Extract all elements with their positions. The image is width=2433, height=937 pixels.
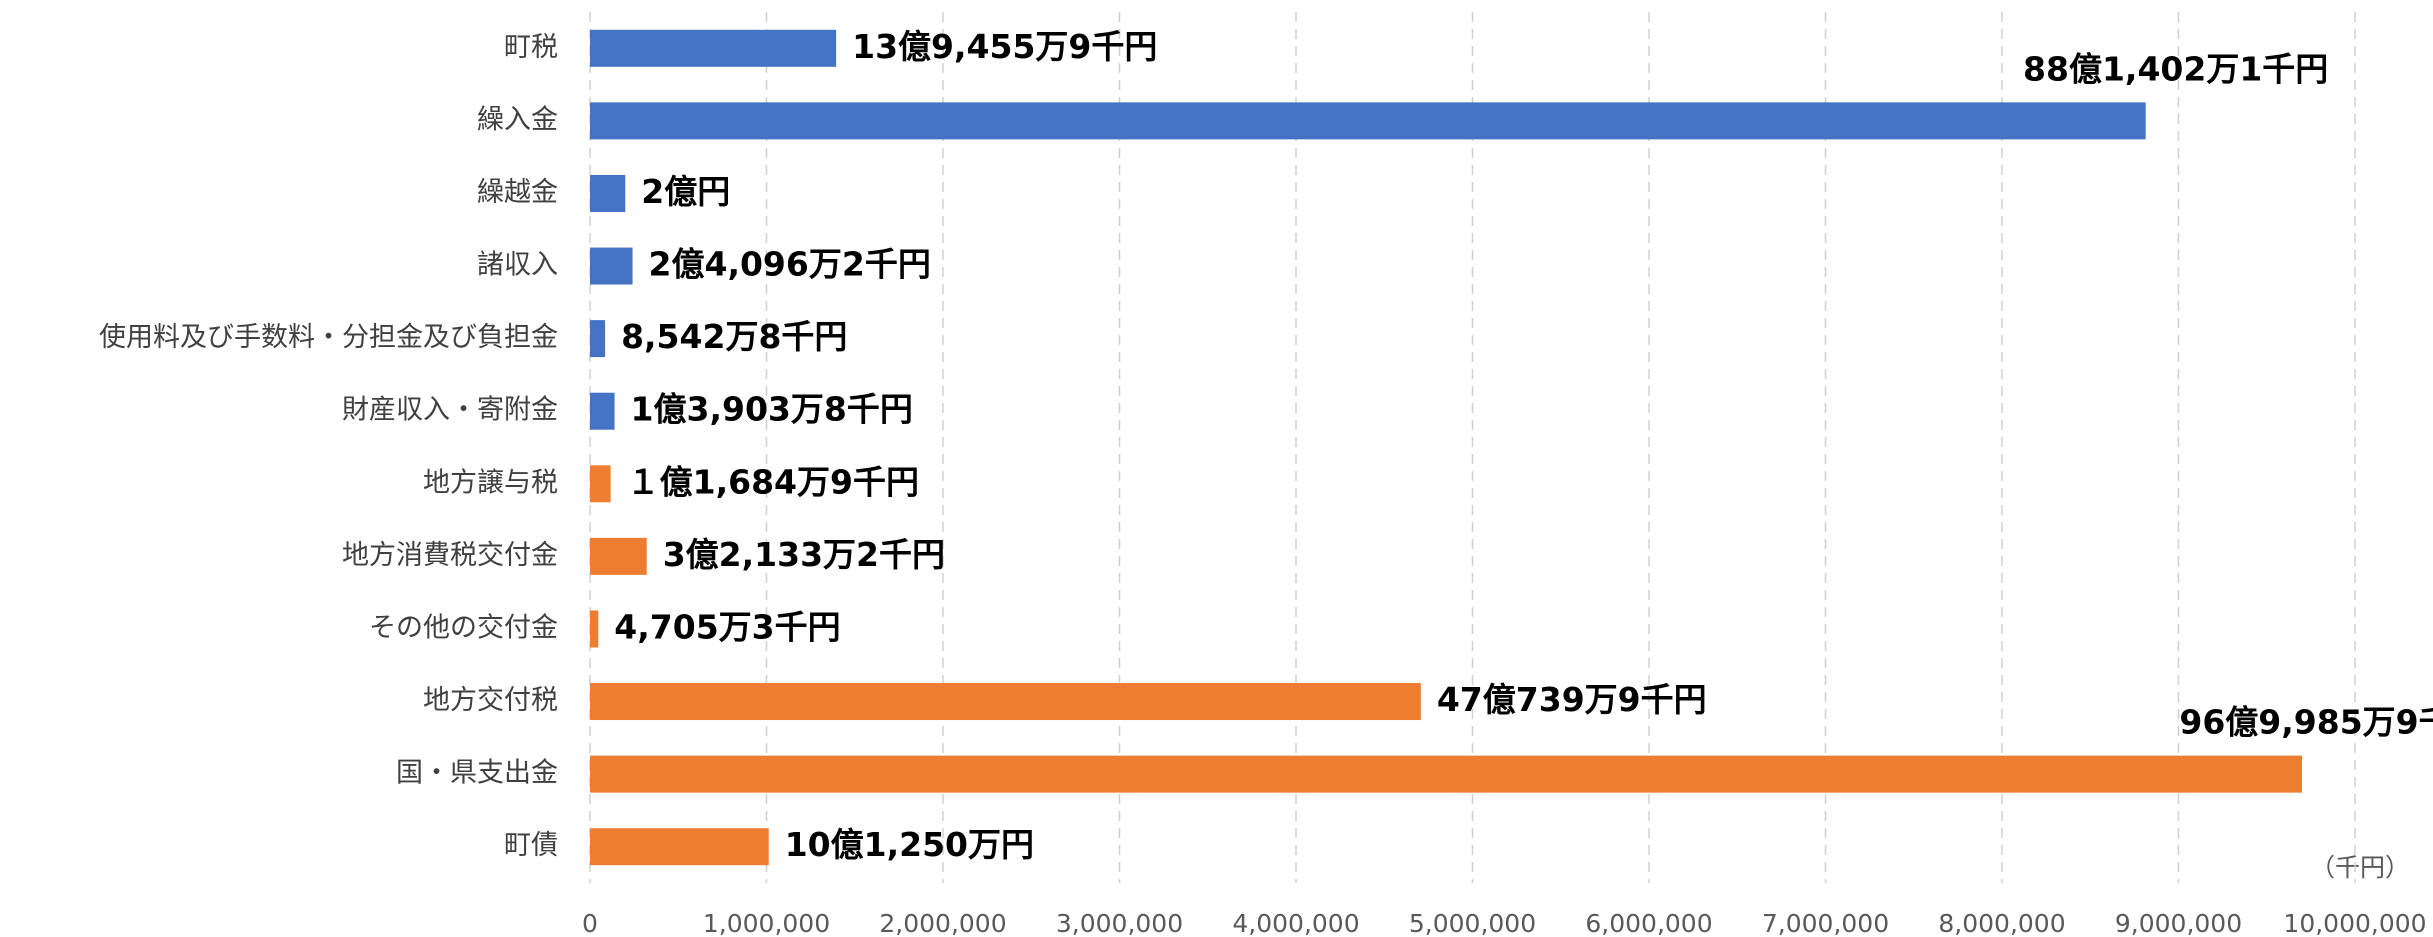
bar — [590, 755, 2303, 793]
data-label: 13億9,455万9千円 — [852, 27, 1157, 66]
data-label: １億1,684万9千円 — [627, 462, 919, 501]
y-tick-label: 繰入金 — [477, 104, 558, 135]
bar — [590, 537, 647, 575]
x-tick-label: 7,000,000 — [1762, 909, 1889, 937]
y-tick-label: 町債 — [504, 830, 558, 861]
x-tick-label: 9,000,000 — [2115, 909, 2242, 937]
bar — [590, 29, 837, 67]
y-tick-label: 地方消費税交付金 — [342, 540, 558, 571]
unit-label: （千円） — [2310, 853, 2410, 882]
data-label: 96億9,985万9千円 — [2179, 703, 2433, 742]
x-tick-label: 5,000,000 — [1409, 909, 1536, 937]
bar — [590, 828, 769, 866]
x-tick-label: 8,000,000 — [1938, 909, 2065, 937]
x-tick-label: 6,000,000 — [1585, 909, 1712, 937]
data-label: 2億円 — [641, 172, 730, 211]
data-label: 1億3,903万8千円 — [631, 390, 913, 429]
data-label: 4,705万3千円 — [614, 607, 840, 646]
y-tick-label: 財産収入・寄附金 — [342, 395, 558, 426]
y-tick-label: 地方交付税 — [423, 685, 558, 716]
data-label: 47億739万9千円 — [1437, 680, 1707, 719]
x-tick-label: 2,000,000 — [879, 909, 1006, 937]
y-tick-label: 使用料及び手数料・分担金及び負担金 — [99, 322, 558, 353]
y-tick-label: 地方譲与税 — [423, 467, 558, 498]
bar — [590, 683, 1421, 721]
x-tick-label: 10,000,000 — [2283, 909, 2426, 937]
bar — [590, 465, 611, 503]
y-tick-label: 諸収入 — [477, 250, 558, 281]
bar — [590, 392, 615, 430]
data-label: 2億4,096万2千円 — [649, 245, 931, 284]
x-tick-label: 3,000,000 — [1056, 909, 1183, 937]
data-label: 88億1,402万1千円 — [2023, 49, 2328, 88]
data-label: 3億2,133万2千円 — [663, 535, 945, 574]
y-tick-label: 繰越金 — [477, 177, 558, 208]
y-tick-label: 町税 — [504, 32, 558, 63]
y-tick-label: 国・県支出金 — [396, 758, 558, 789]
data-label: 8,542万8千円 — [621, 317, 847, 356]
x-tick-label: 0 — [582, 909, 598, 937]
bar — [590, 247, 633, 285]
bar — [590, 102, 2146, 140]
data-label: 10億1,250万円 — [785, 825, 1034, 864]
bar — [590, 320, 606, 358]
bar — [590, 610, 599, 648]
bar — [590, 174, 626, 212]
y-tick-label: その他の交付金 — [369, 612, 558, 643]
x-tick-label: 4,000,000 — [1232, 909, 1359, 937]
x-tick-label: 1,000,000 — [703, 909, 830, 937]
